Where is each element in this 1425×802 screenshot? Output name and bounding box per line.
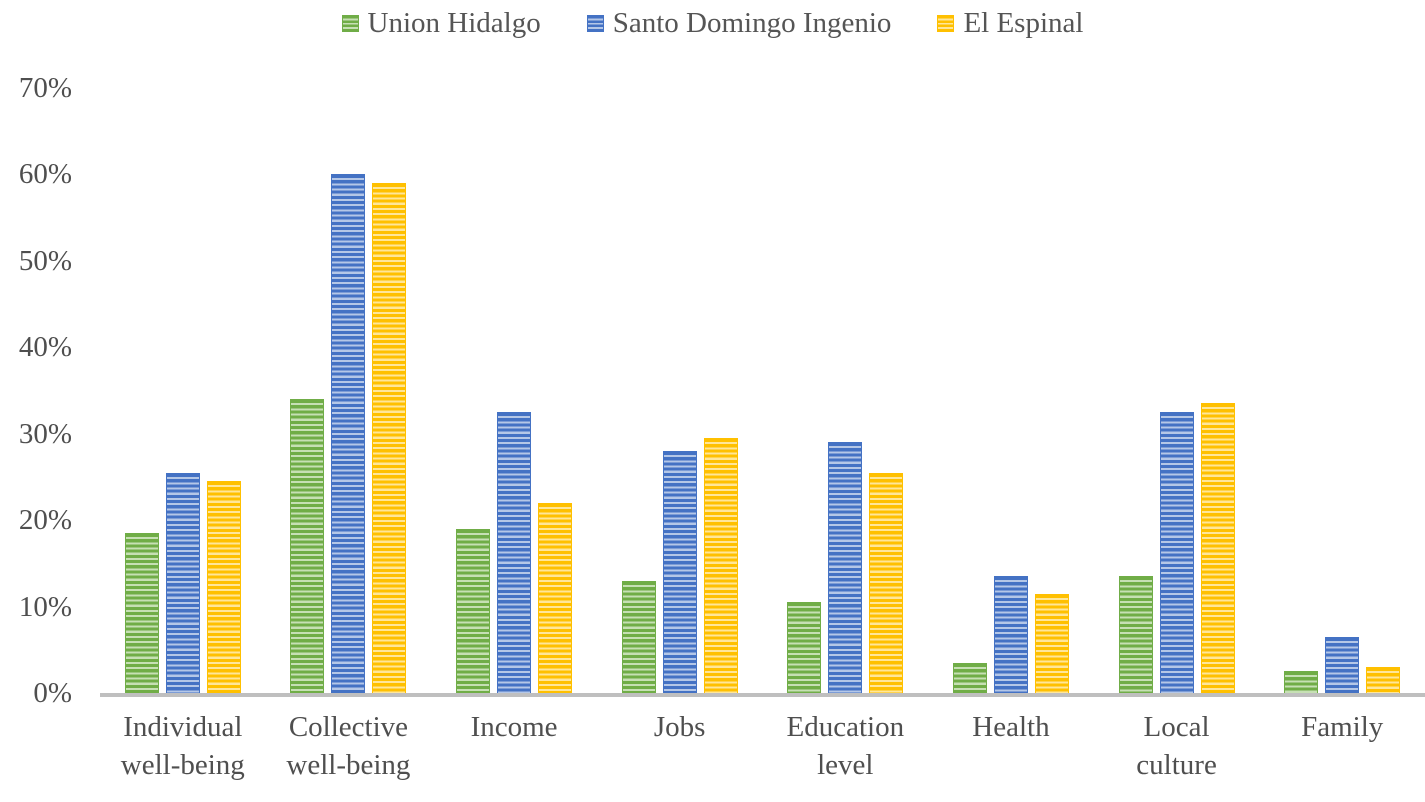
y-tick-label-40: 40%: [18, 331, 72, 364]
bar-union-hidalgo-collective-well-being: [290, 399, 325, 693]
bar-union-hidalgo-health: [952, 662, 987, 693]
y-tick-label-50: 50%: [18, 244, 72, 277]
x-axis-label-health: Health: [972, 711, 1050, 743]
bar-union-hidalgo-local-culture: [1118, 576, 1153, 693]
bar-santo-domingo-ingenio-individual-well-being: [165, 472, 200, 693]
bar-el-espinal-local-culture: [1200, 403, 1235, 693]
legend: Union Hidalgo Santo Domingo Ingenio El Esp…: [0, 2, 1425, 44]
legend-item-el-espinal: El Espinal: [937, 7, 1083, 40]
category-group-jobs: [597, 88, 763, 693]
bar-santo-domingo-ingenio-family: [1325, 636, 1360, 693]
category-group-collective-well-being: [266, 88, 432, 693]
x-axis-label-income: Income: [470, 711, 558, 743]
y-tick-label-30: 30%: [18, 417, 72, 450]
legend-item-union-hidalgo: Union Hidalgo: [341, 6, 541, 40]
legend-swatch-icon: [341, 14, 359, 32]
bar-union-hidalgo-individual-well-being: [124, 533, 159, 693]
legend-label: Santo Domingo Ingenio: [612, 6, 892, 39]
x-axis-label-local-culture: Local culture: [1136, 711, 1217, 781]
bar-santo-domingo-ingenio-health: [993, 576, 1028, 693]
y-tick-label-20: 20%: [18, 504, 72, 537]
bar-el-espinal-education-level: [869, 472, 904, 693]
bar-union-hidalgo-jobs: [621, 580, 656, 693]
x-axis-label-education-level: Education level: [786, 711, 905, 781]
category-group-education-level: [763, 88, 929, 693]
category-group-individual-well-being: [100, 88, 266, 693]
bar-union-hidalgo-education-level: [787, 602, 822, 693]
bar-santo-domingo-ingenio-income: [497, 412, 532, 693]
bar-groups: [100, 88, 1425, 693]
legend-item-santo-domingo-ingenio: Santo Domingo Ingenio: [586, 6, 892, 40]
x-axis-line: [100, 693, 1425, 697]
y-tick-label-70: 70%: [18, 72, 72, 104]
bar-el-espinal-income: [538, 502, 573, 693]
legend-swatch-icon: [937, 14, 955, 32]
bar-el-espinal-collective-well-being: [372, 183, 407, 693]
bar-el-espinal-jobs: [703, 438, 738, 693]
category-group-health: [928, 88, 1094, 693]
bar-el-espinal-individual-well-being: [206, 481, 241, 693]
bar-union-hidalgo-family: [1284, 671, 1319, 693]
x-axis-labels: Individual well-being Collective well-bei…: [100, 708, 1425, 784]
y-tick-label-10: 10%: [18, 590, 72, 623]
category-group-local-culture: [1094, 88, 1260, 693]
y-tick-label-0: 0%: [33, 677, 72, 709]
x-axis-label-individual-well-being: Individual well-being: [120, 711, 245, 781]
x-axis-label-collective-well-being: Collective well-being: [286, 711, 411, 781]
bar-santo-domingo-ingenio-education-level: [828, 442, 863, 693]
bar-union-hidalgo-income: [456, 528, 491, 693]
bar-el-espinal-health: [1034, 593, 1069, 693]
category-group-family: [1259, 88, 1425, 693]
category-group-income: [431, 88, 597, 693]
legend-swatch-icon: [586, 14, 604, 32]
plot-area: [100, 88, 1425, 697]
legend-label: El Espinal: [963, 6, 1084, 39]
bar-santo-domingo-ingenio-local-culture: [1159, 412, 1194, 693]
x-axis-label-jobs: Jobs: [653, 711, 706, 743]
bar-santo-domingo-ingenio-collective-well-being: [331, 174, 366, 693]
y-axis-labels: 0% 10% 20% 30% 40% 50% 60% 70%: [0, 73, 72, 708]
y-tick-label-60: 60%: [18, 158, 72, 191]
legend-label: Union Hidalgo: [367, 6, 541, 39]
bar-el-espinal-family: [1366, 667, 1401, 693]
bar-santo-domingo-ingenio-jobs: [662, 451, 697, 693]
x-axis-label-family: Family: [1301, 711, 1384, 743]
